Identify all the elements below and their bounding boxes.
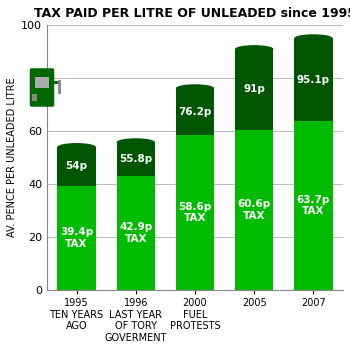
- Text: 42.9p
TAX: 42.9p TAX: [119, 222, 152, 244]
- Bar: [32, 94, 37, 101]
- Text: 55.8p: 55.8p: [119, 154, 152, 164]
- Text: 63.7p
TAX: 63.7p TAX: [297, 195, 330, 216]
- Ellipse shape: [176, 84, 214, 92]
- Bar: [58, 80, 61, 94]
- Bar: [35, 77, 49, 88]
- Bar: [294, 38, 333, 121]
- Y-axis label: AV. PENCE PER UNLEADED LITRE: AV. PENCE PER UNLEADED LITRE: [7, 78, 17, 237]
- Ellipse shape: [235, 45, 273, 53]
- Ellipse shape: [57, 143, 96, 151]
- Bar: [176, 88, 214, 135]
- Bar: [117, 142, 155, 176]
- Ellipse shape: [294, 34, 333, 42]
- Bar: [235, 130, 273, 290]
- Ellipse shape: [117, 138, 155, 146]
- Title: TAX PAID PER LITRE OF UNLEADED since 1995: TAX PAID PER LITRE OF UNLEADED since 199…: [34, 7, 350, 20]
- Text: 54p: 54p: [65, 161, 88, 171]
- Bar: [235, 49, 273, 130]
- Text: 58.6p
TAX: 58.6p TAX: [178, 202, 212, 223]
- Bar: [176, 135, 214, 290]
- Text: 60.6p
TAX: 60.6p TAX: [238, 199, 271, 220]
- Bar: [117, 176, 155, 290]
- Text: 76.2p: 76.2p: [178, 106, 212, 117]
- Text: 95.1p: 95.1p: [297, 75, 330, 85]
- Bar: [57, 147, 96, 186]
- Bar: [57, 186, 96, 290]
- Bar: [52, 80, 60, 84]
- Text: 39.4p
TAX: 39.4p TAX: [60, 227, 93, 248]
- FancyBboxPatch shape: [30, 68, 54, 107]
- Text: 91p: 91p: [243, 84, 265, 94]
- Bar: [294, 121, 333, 290]
